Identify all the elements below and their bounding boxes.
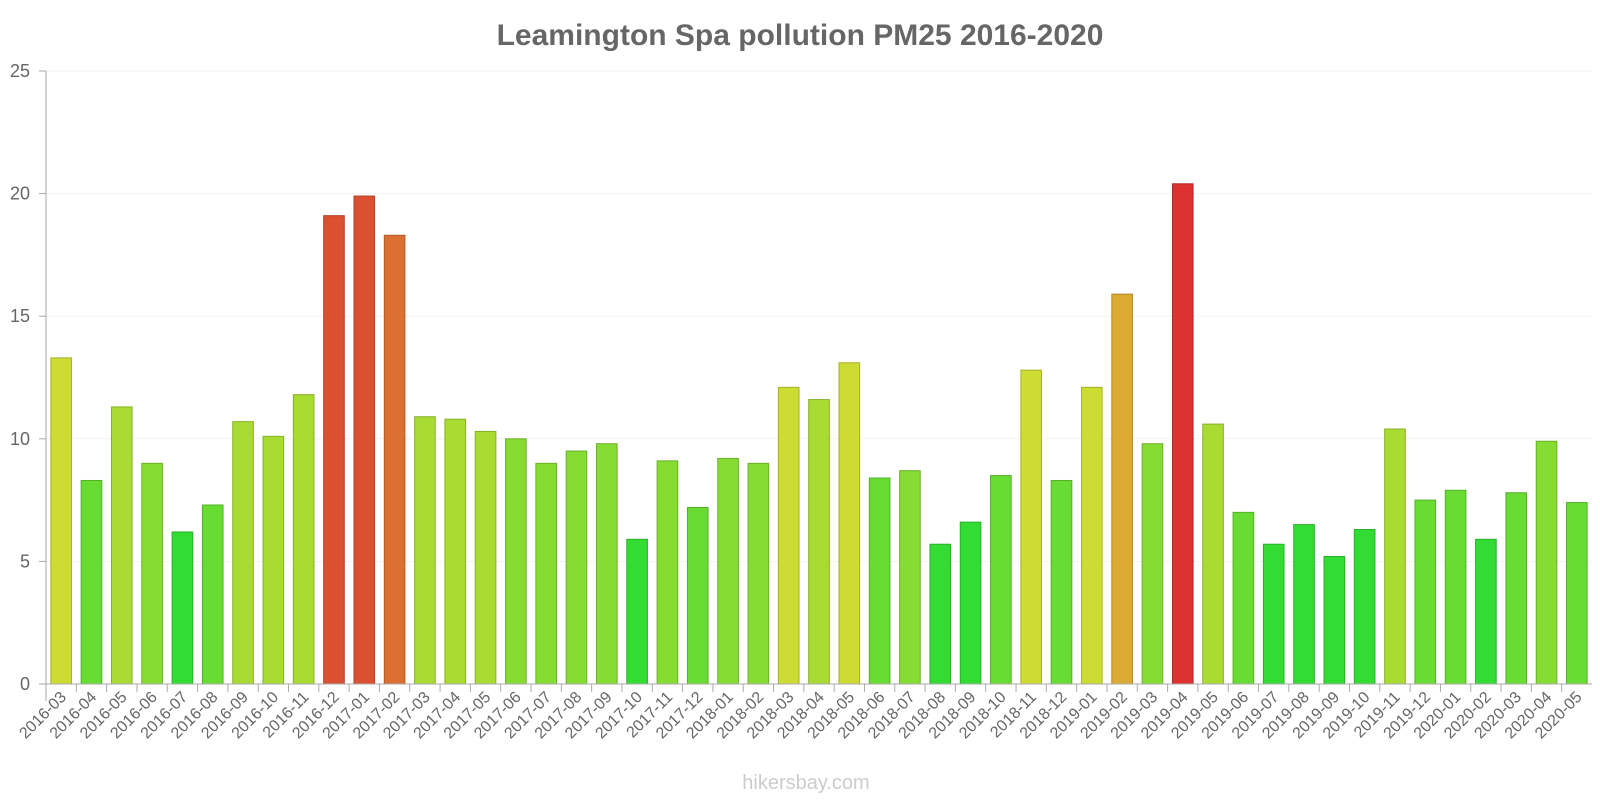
bar-2017-01	[353, 195, 376, 685]
bar-2020-04	[1535, 440, 1558, 685]
bar-2016-11	[292, 394, 315, 685]
bar-2018-02	[747, 462, 770, 685]
chart-title: Leamington Spa pollution PM25 2016-2020	[497, 19, 1104, 52]
bar-2016-03	[50, 357, 72, 685]
bar-2019-10	[1353, 529, 1376, 685]
bar-2017-07	[535, 462, 557, 685]
bar-2017-11	[656, 460, 679, 685]
bar-2018-11	[1020, 369, 1043, 685]
bar-2019-09	[1323, 555, 1346, 685]
bar-2018-05	[838, 362, 861, 685]
bar-2018-04	[808, 399, 830, 685]
bar-2018-07	[899, 470, 921, 685]
bar-2017-05	[474, 430, 497, 685]
y-tick-label: 15	[10, 306, 30, 326]
watermark: hikersbay.com	[742, 772, 869, 794]
bar-2019-11	[1384, 428, 1406, 685]
bar-2016-08	[201, 504, 224, 685]
bar-2018-06	[868, 477, 891, 685]
bar-2019-12	[1414, 499, 1437, 685]
bar-2018-01	[717, 457, 739, 685]
bar-2019-02	[1111, 293, 1133, 685]
bar-2018-12	[1050, 479, 1073, 685]
bar-2017-10	[626, 538, 648, 685]
bar-2020-03	[1505, 492, 1528, 685]
bar-2020-02	[1475, 538, 1497, 685]
bar-2016-12	[323, 215, 345, 685]
bar-2019-07	[1262, 543, 1285, 685]
bar-2018-09	[959, 521, 982, 685]
bar-2020-05	[1566, 502, 1588, 685]
bar-2018-03	[777, 386, 800, 685]
bar-2017-02	[383, 234, 406, 685]
bar-2017-04	[444, 418, 467, 685]
bar-2016-04	[80, 479, 103, 685]
y-tick-label: 20	[10, 184, 30, 204]
bar-2016-07	[171, 531, 194, 685]
bar-2016-10	[262, 435, 285, 685]
bar-2019-01	[1081, 386, 1103, 685]
y-tick-label: 5	[20, 551, 30, 571]
bar-2017-06	[505, 438, 527, 685]
y-axis-ticks: 0 5 10 15 20 25	[10, 61, 46, 694]
bar-2020-01	[1444, 489, 1467, 685]
bar-2016-05	[110, 406, 133, 685]
bar-2017-03	[414, 416, 436, 685]
bar-2016-09	[232, 421, 254, 685]
y-tick-label: 0	[20, 674, 30, 694]
bar-2019-03	[1141, 443, 1164, 685]
bar-2018-10	[990, 475, 1012, 685]
bar-2019-08	[1293, 524, 1315, 685]
bar-2019-05	[1202, 423, 1224, 685]
bar-2018-08	[929, 543, 952, 685]
bars	[50, 183, 1588, 685]
y-tick-label: 25	[10, 61, 30, 81]
bar-2017-09	[595, 443, 618, 685]
bar-2017-12	[686, 506, 709, 685]
bar-2016-06	[141, 462, 163, 685]
bar-2017-08	[565, 450, 588, 685]
bar-2019-04	[1171, 183, 1194, 685]
y-tick-label: 10	[10, 429, 30, 449]
bar-2019-06	[1232, 511, 1255, 685]
x-axis-ticks: 2016-032016-042016-052016-062016-072016-…	[16, 684, 1586, 742]
